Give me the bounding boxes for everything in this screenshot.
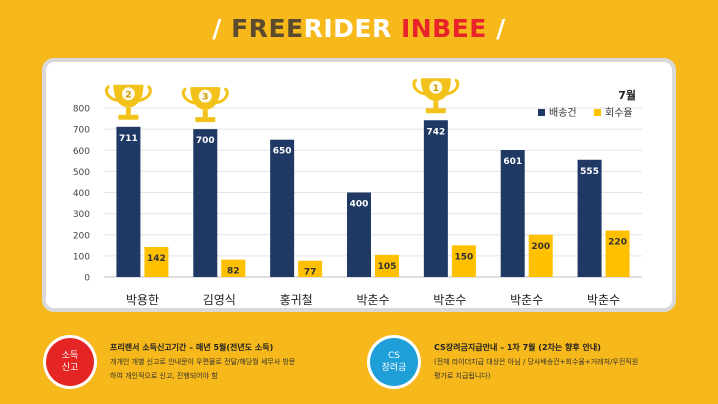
return-rate-bar <box>221 259 246 277</box>
chart-bars <box>116 120 630 278</box>
cs-incentive-line1: (전체 라이더지급 대상은 아님 / 당사배송건+회수율+거래처/우전직원 <box>434 358 639 366</box>
return-rate-data-label: 220 <box>608 238 627 248</box>
y-tick-label: 700 <box>73 126 90 136</box>
title-slash-right: / <box>496 14 506 43</box>
trophy-base <box>425 108 446 114</box>
notes-area: 소득 신고 프리랜서 소득신고기간 – 매년 5월(전년도 소득) 개개인 개별… <box>0 318 718 404</box>
legend-label-return-rate: 회수율 <box>605 107 633 119</box>
income-report-badge-line2: 신고 <box>61 363 79 373</box>
x-tick-label: 홍귀철 <box>280 293 313 307</box>
y-tick-label: 600 <box>73 147 90 157</box>
trophy-handle-left <box>104 85 120 103</box>
delivery-bar <box>193 129 218 277</box>
x-tick-label: 박춘수 <box>510 293 543 307</box>
delivery-data-label: 400 <box>350 200 369 210</box>
x-tick-label: 박용한 <box>126 293 159 307</box>
return-rate-data-label: 105 <box>378 262 397 272</box>
trophy-stem <box>433 101 439 109</box>
trophy-handle-right <box>213 87 229 105</box>
cs-incentive-line2: 평가로 지급됩니다) <box>434 372 491 380</box>
chart-data-labels: 711 142 700 82 650 77 400 105 742 150 601 200 555 220 <box>119 127 627 277</box>
delivery-data-label: 555 <box>580 167 599 177</box>
return-rate-bar <box>528 234 553 277</box>
trophy-icon: 3 <box>181 87 229 123</box>
return-rate-bar <box>144 247 169 277</box>
y-tick-label: 500 <box>73 168 90 178</box>
cs-incentive-heading: CS장려금지급안내 – 1차 7월 (2차는 향후 안내) <box>434 343 601 352</box>
income-report-line1: 개개인 개별 신고로 안내문이 우편물로 전달/해당월 세무사 방문 <box>110 358 296 366</box>
title-slash-left: / <box>212 14 222 43</box>
legend-label-delivery: 배송건 <box>549 107 577 119</box>
trophy-handle-right <box>137 85 152 103</box>
income-report-heading: 프리랜서 소득신고기간 – 매년 5월(전년도 소득) <box>110 343 274 352</box>
y-tick-label: 100 <box>73 252 90 262</box>
delivery-bar <box>500 150 525 277</box>
page-title: / FREERIDER INBEE / <box>0 14 718 43</box>
legend-swatch-delivery <box>538 109 545 116</box>
delivery-data-label: 711 <box>119 134 138 144</box>
x-tick-label: 김영식 <box>203 293 236 307</box>
title-rider: RIDER <box>303 14 392 43</box>
delivery-data-label: 700 <box>196 136 215 146</box>
trophy-rank-circle <box>198 89 212 103</box>
return-rate-bar <box>375 254 399 277</box>
delivery-data-label: 650 <box>273 147 292 157</box>
y-tick-label: 800 <box>73 105 90 115</box>
trophy-icon: 2 <box>104 84 152 120</box>
delivery-data-label: 601 <box>503 157 522 167</box>
delivery-bar <box>116 126 141 278</box>
income-report-badge-line1: 소득 <box>61 351 79 361</box>
trophy-base <box>195 117 216 123</box>
trophy-icons: 2 3 1 <box>104 78 460 123</box>
delivery-bar <box>423 120 448 277</box>
x-tick-label: 박춘수 <box>356 293 389 307</box>
return-rate-data-label: 82 <box>227 267 240 277</box>
chart-panel: 0 100 200 300 400 500 600 700 800 711 142 700 82 650… <box>42 58 676 312</box>
cs-incentive-badge-line1: CS <box>388 351 400 361</box>
return-rate-data-label: 77 <box>304 268 317 278</box>
chart-grid <box>104 107 642 278</box>
trophy-stem <box>125 107 131 115</box>
delivery-data-label: 742 <box>426 127 445 137</box>
trophy-rank-circle <box>121 87 135 101</box>
return-rate-data-label: 150 <box>454 252 473 262</box>
trophy-handle-right <box>444 78 460 96</box>
return-rate-bar <box>605 230 630 277</box>
y-tick-label: 300 <box>73 210 90 220</box>
income-report-line2: 하여 개인적으로 신고, 진행되어야 함 <box>110 372 218 380</box>
cs-incentive-badge-line2: 장려금 <box>381 363 407 373</box>
y-tick-label: 200 <box>73 231 90 241</box>
trophy-icon: 1 <box>412 78 460 114</box>
trophy-rank-label: 1 <box>433 84 439 94</box>
income-report-badge: 소득 신고 <box>46 338 94 386</box>
title-free: FREE <box>231 14 304 43</box>
trophy-handle-left <box>181 87 197 105</box>
delivery-bar <box>347 192 371 277</box>
x-tick-label: 박춘수 <box>433 293 466 307</box>
trophy-handle-left <box>412 78 428 96</box>
trophy-base <box>118 114 139 120</box>
return-rate-data-label: 200 <box>531 242 550 252</box>
y-tick-label: 400 <box>73 189 90 199</box>
chart-legend: 배송건 회수율 <box>538 107 633 119</box>
x-tick-label: 박춘수 <box>587 293 620 307</box>
x-axis-ticks: 박용한 김영식 홍귀철 박춘수 박춘수 박춘수 박춘수 <box>126 293 620 307</box>
return-rate-data-label: 142 <box>147 254 166 264</box>
trophy-rank-circle <box>429 80 443 94</box>
y-axis-ticks: 0 100 200 300 400 500 600 700 800 <box>73 105 90 284</box>
bar-chart: 0 100 200 300 400 500 600 700 800 711 142 700 82 650… <box>73 78 642 307</box>
delivery-bar <box>270 139 295 277</box>
trophy-rank-label: 2 <box>125 90 131 100</box>
return-rate-bar <box>451 245 476 277</box>
trophy-rank-label: 3 <box>202 93 208 103</box>
cs-incentive-badge: CS 장려금 <box>370 338 418 386</box>
delivery-bar <box>577 159 602 277</box>
trophy-stem <box>202 110 208 118</box>
return-rate-bar <box>298 260 323 277</box>
legend-swatch-return-rate <box>594 109 601 116</box>
month-label: 7월 <box>618 88 636 102</box>
title-inbee: INBEE <box>400 14 487 43</box>
y-tick-label: 0 <box>84 274 90 284</box>
